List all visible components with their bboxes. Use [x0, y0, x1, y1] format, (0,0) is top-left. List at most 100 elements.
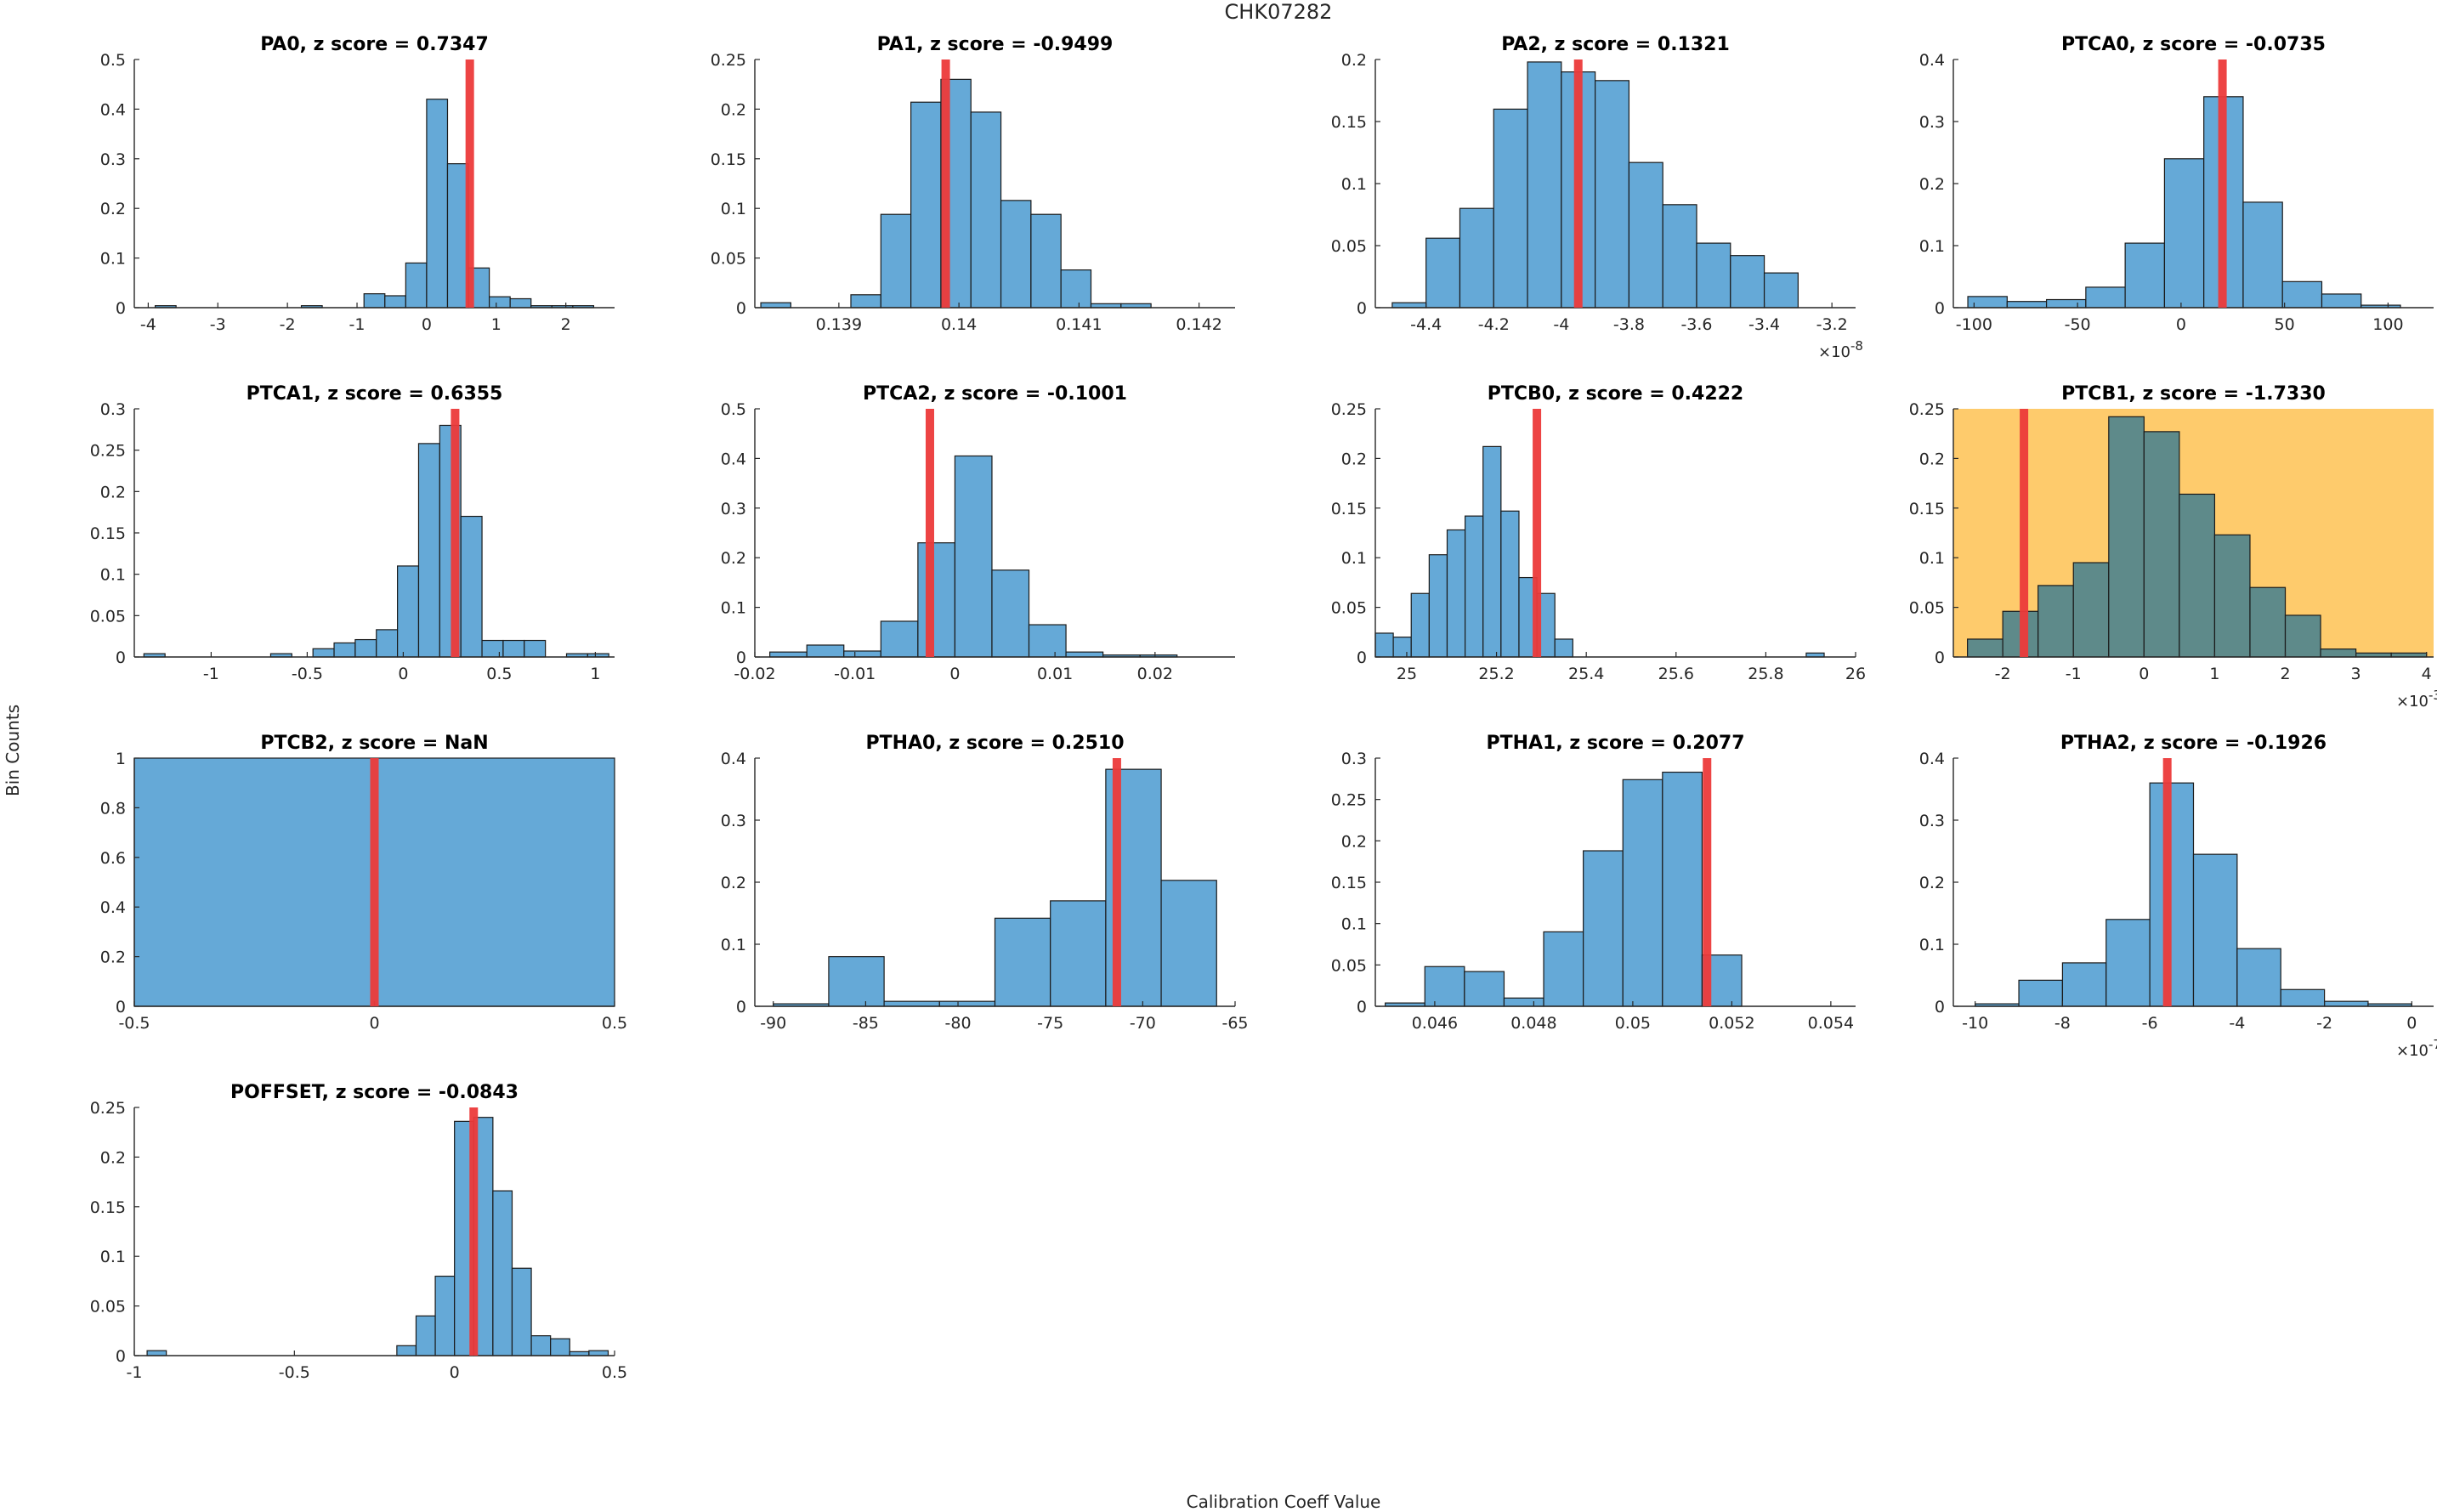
- subplot-pa0-x-tick-label: 2: [561, 315, 571, 334]
- subplot-ptca2-bar: [1065, 651, 1104, 658]
- subplot-ptca1-x-tick-label: -1: [203, 665, 219, 683]
- subplot-ptha2-bar: [2061, 962, 2107, 1007]
- subplot-ptha2-bar: [2149, 782, 2195, 1007]
- subplot-ptha0-bar: [1160, 880, 1217, 1007]
- subplot-poffset-bar: [415, 1315, 436, 1356]
- subplot-poffset-y-tick-label: 0.05: [90, 1298, 126, 1317]
- subplot-ptcb1-z-score-marker: [2020, 409, 2029, 657]
- subplot-ptha1-x-tick-label: 0.05: [1615, 1014, 1651, 1033]
- subplot-pa0-y-tick-label: 0.3: [100, 150, 126, 169]
- subplot-ptca2-x-tick-label: 0.02: [1137, 665, 1173, 683]
- subplot-ptcb2-x-tick-label: 0: [369, 1014, 379, 1033]
- subplot-ptca1-y-tick-label: 0: [116, 648, 126, 667]
- subplot-ptha1-x-tick-label: 0.054: [1808, 1014, 1854, 1033]
- subplot-ptca0: 0 0.1 0.2 0.3 0.4 -100 -50 0 50 100 PTCA0, z score…: [1919, 34, 2434, 334]
- subplot-ptha1-y-tick-label: 0: [1357, 998, 1367, 1016]
- subplot-ptha2-y-tick-label: 0.2: [1919, 874, 1945, 892]
- subplot-ptha2-bar: [2236, 948, 2281, 1007]
- subplot-ptha0-x-tick-label: -75: [1037, 1014, 1063, 1033]
- subplot-ptha0-bar: [883, 1000, 940, 1007]
- subplot-poffset-bar: [146, 1350, 167, 1356]
- subplot-pa1-y-tick-label: 0: [736, 299, 746, 318]
- subplot-ptha0-x-tick-label: -65: [1221, 1014, 1248, 1033]
- subplot-pa2-y-tick-label: 0.1: [1341, 175, 1367, 194]
- subplot-pa2-bar: [1662, 204, 1697, 309]
- subplot-ptha2-bar: [2105, 919, 2151, 1007]
- subplot-ptcb1-bar: [2072, 562, 2110, 658]
- subplot-poffset-x-tick-label: -1: [127, 1363, 143, 1382]
- subplot-ptcb2-y-tick-label: 0.4: [100, 898, 126, 917]
- subplot-ptha2-x-tick-label: 0: [2406, 1014, 2417, 1033]
- subplot-poffset-bar: [550, 1338, 570, 1356]
- subplot-ptha1: 0 0.05 0.1 0.15 0.2 0.25 0.3 0.046 0.048 0.05 0.05…: [1331, 733, 1856, 1033]
- subplot-poffset-bar: [569, 1351, 590, 1356]
- subplot-pa0-x-tick-label: -1: [349, 315, 366, 334]
- figure-title: CHK07282: [1224, 0, 1333, 24]
- subplot-ptha1-x-tick-label: 0.048: [1510, 1014, 1556, 1033]
- subplot-ptcb1-bar: [2284, 614, 2321, 658]
- subplot-ptca0-x-tick-label: 100: [2372, 315, 2403, 334]
- subplot-ptha1-y-tick-label: 0.15: [1331, 874, 1367, 892]
- subplot-ptca1-bar: [524, 639, 547, 658]
- subplot-ptha0-bar: [938, 1000, 996, 1007]
- subplot-ptcb0-y-tick-label: 0: [1357, 648, 1367, 667]
- subplot-ptca0-x-tick-label: -100: [1956, 315, 1992, 334]
- subplot-ptha2-y-tick-label: 0.4: [1919, 750, 1945, 768]
- subplot-ptca0-bar: [2124, 242, 2166, 309]
- subplot-pa1-title: PA1, z score = -0.9499: [877, 34, 1114, 55]
- subplot-ptha0-y-tick-label: 0.4: [721, 750, 746, 768]
- subplot-ptha2-title: PTHA2, z score = -0.1926: [2060, 733, 2326, 754]
- subplot-pa0-bar: [509, 297, 532, 309]
- subplot-pa2-x-tick-label: -3.2: [1816, 315, 1848, 334]
- subplot-ptca2-bar: [917, 542, 956, 658]
- subplot-ptha1-y-tick-label: 0.2: [1341, 832, 1367, 851]
- subplot-ptca1-bar: [376, 629, 399, 658]
- subplot-ptha0-bar: [994, 917, 1051, 1007]
- subplot-pa2-bar: [1493, 108, 1528, 309]
- subplot-ptha1-bar: [1503, 997, 1544, 1007]
- subplot-poffset-x-tick-label: 0: [450, 1363, 460, 1382]
- subplot-pa2-exponent-label: ×10-8: [1818, 338, 1863, 361]
- subplot-pa2-y-tick-label: 0: [1357, 299, 1367, 318]
- subplot-ptcb1-exponent-label: ×10-3: [2396, 688, 2437, 711]
- subplot-poffset-y-tick-label: 0.1: [100, 1248, 126, 1266]
- subplot-ptcb1-bar: [2390, 652, 2428, 658]
- subplot-pa2-z-score-marker: [1573, 59, 1583, 308]
- subplot-pa2-y-tick-label: 0.2: [1341, 51, 1367, 70]
- subplot-ptcb1-y-tick-label: 0.05: [1909, 599, 1945, 618]
- subplot-pa1-y-tick-label: 0.1: [721, 200, 746, 218]
- subplot-ptcb2-z-score-marker: [370, 758, 379, 1006]
- subplot-poffset-y-tick-label: 0.2: [100, 1148, 126, 1167]
- subplot-ptcb1-x-tick-label: 3: [2351, 665, 2361, 683]
- subplot-ptcb1-bar: [2249, 586, 2287, 658]
- subplot-ptca2-bar: [769, 651, 808, 658]
- subplot-pa2-x-tick-label: -3.4: [1748, 315, 1780, 334]
- subplot-pa1-bar: [880, 213, 912, 309]
- subplot-pa2-bar: [1595, 80, 1630, 309]
- figure-x-label: Calibration Coeff Value: [1186, 1492, 1381, 1512]
- subplot-ptcb2-y-tick-label: 0: [116, 998, 126, 1016]
- subplot-ptca1-bar: [312, 648, 335, 658]
- subplot-pa2-bar: [1425, 237, 1461, 309]
- subplot-pa1-bar: [1120, 303, 1152, 309]
- subplot-ptcb1-y-tick-label: 0.2: [1919, 450, 1945, 468]
- subplot-ptcb0-bar: [1482, 445, 1502, 658]
- subplot-pa1-y-tick-label: 0.05: [711, 250, 746, 269]
- subplot-pa2-x-tick-label: -4.4: [1410, 315, 1442, 334]
- subplot-pa1-y-tick-label: 0.25: [711, 51, 746, 70]
- subplot-ptca0-y-tick-label: 0.1: [1919, 237, 1945, 256]
- subplot-ptha0-x-tick-label: -85: [853, 1014, 879, 1033]
- subplot-pa0-x-tick-label: -2: [280, 315, 296, 334]
- subplot-pa1-x-tick-label: 0.141: [1056, 315, 1102, 334]
- subplot-ptha0-bar: [828, 955, 885, 1007]
- subplot-pa0-bar: [384, 295, 406, 309]
- subplot-ptha2-x-tick-label: -10: [1962, 1014, 1988, 1033]
- subplot-ptcb1-bar: [2320, 648, 2357, 658]
- subplot-ptcb1-y-tick-label: 0.15: [1909, 500, 1945, 518]
- subplot-ptca1-y-tick-label: 0.3: [100, 400, 126, 419]
- subplot-ptca2-y-tick-label: 0.2: [721, 549, 746, 568]
- subplot-poffset-y-tick-label: 0: [116, 1347, 126, 1366]
- subplot-ptha2-bar: [2323, 1000, 2369, 1007]
- subplot-ptca0-x-tick-label: 50: [2275, 315, 2295, 334]
